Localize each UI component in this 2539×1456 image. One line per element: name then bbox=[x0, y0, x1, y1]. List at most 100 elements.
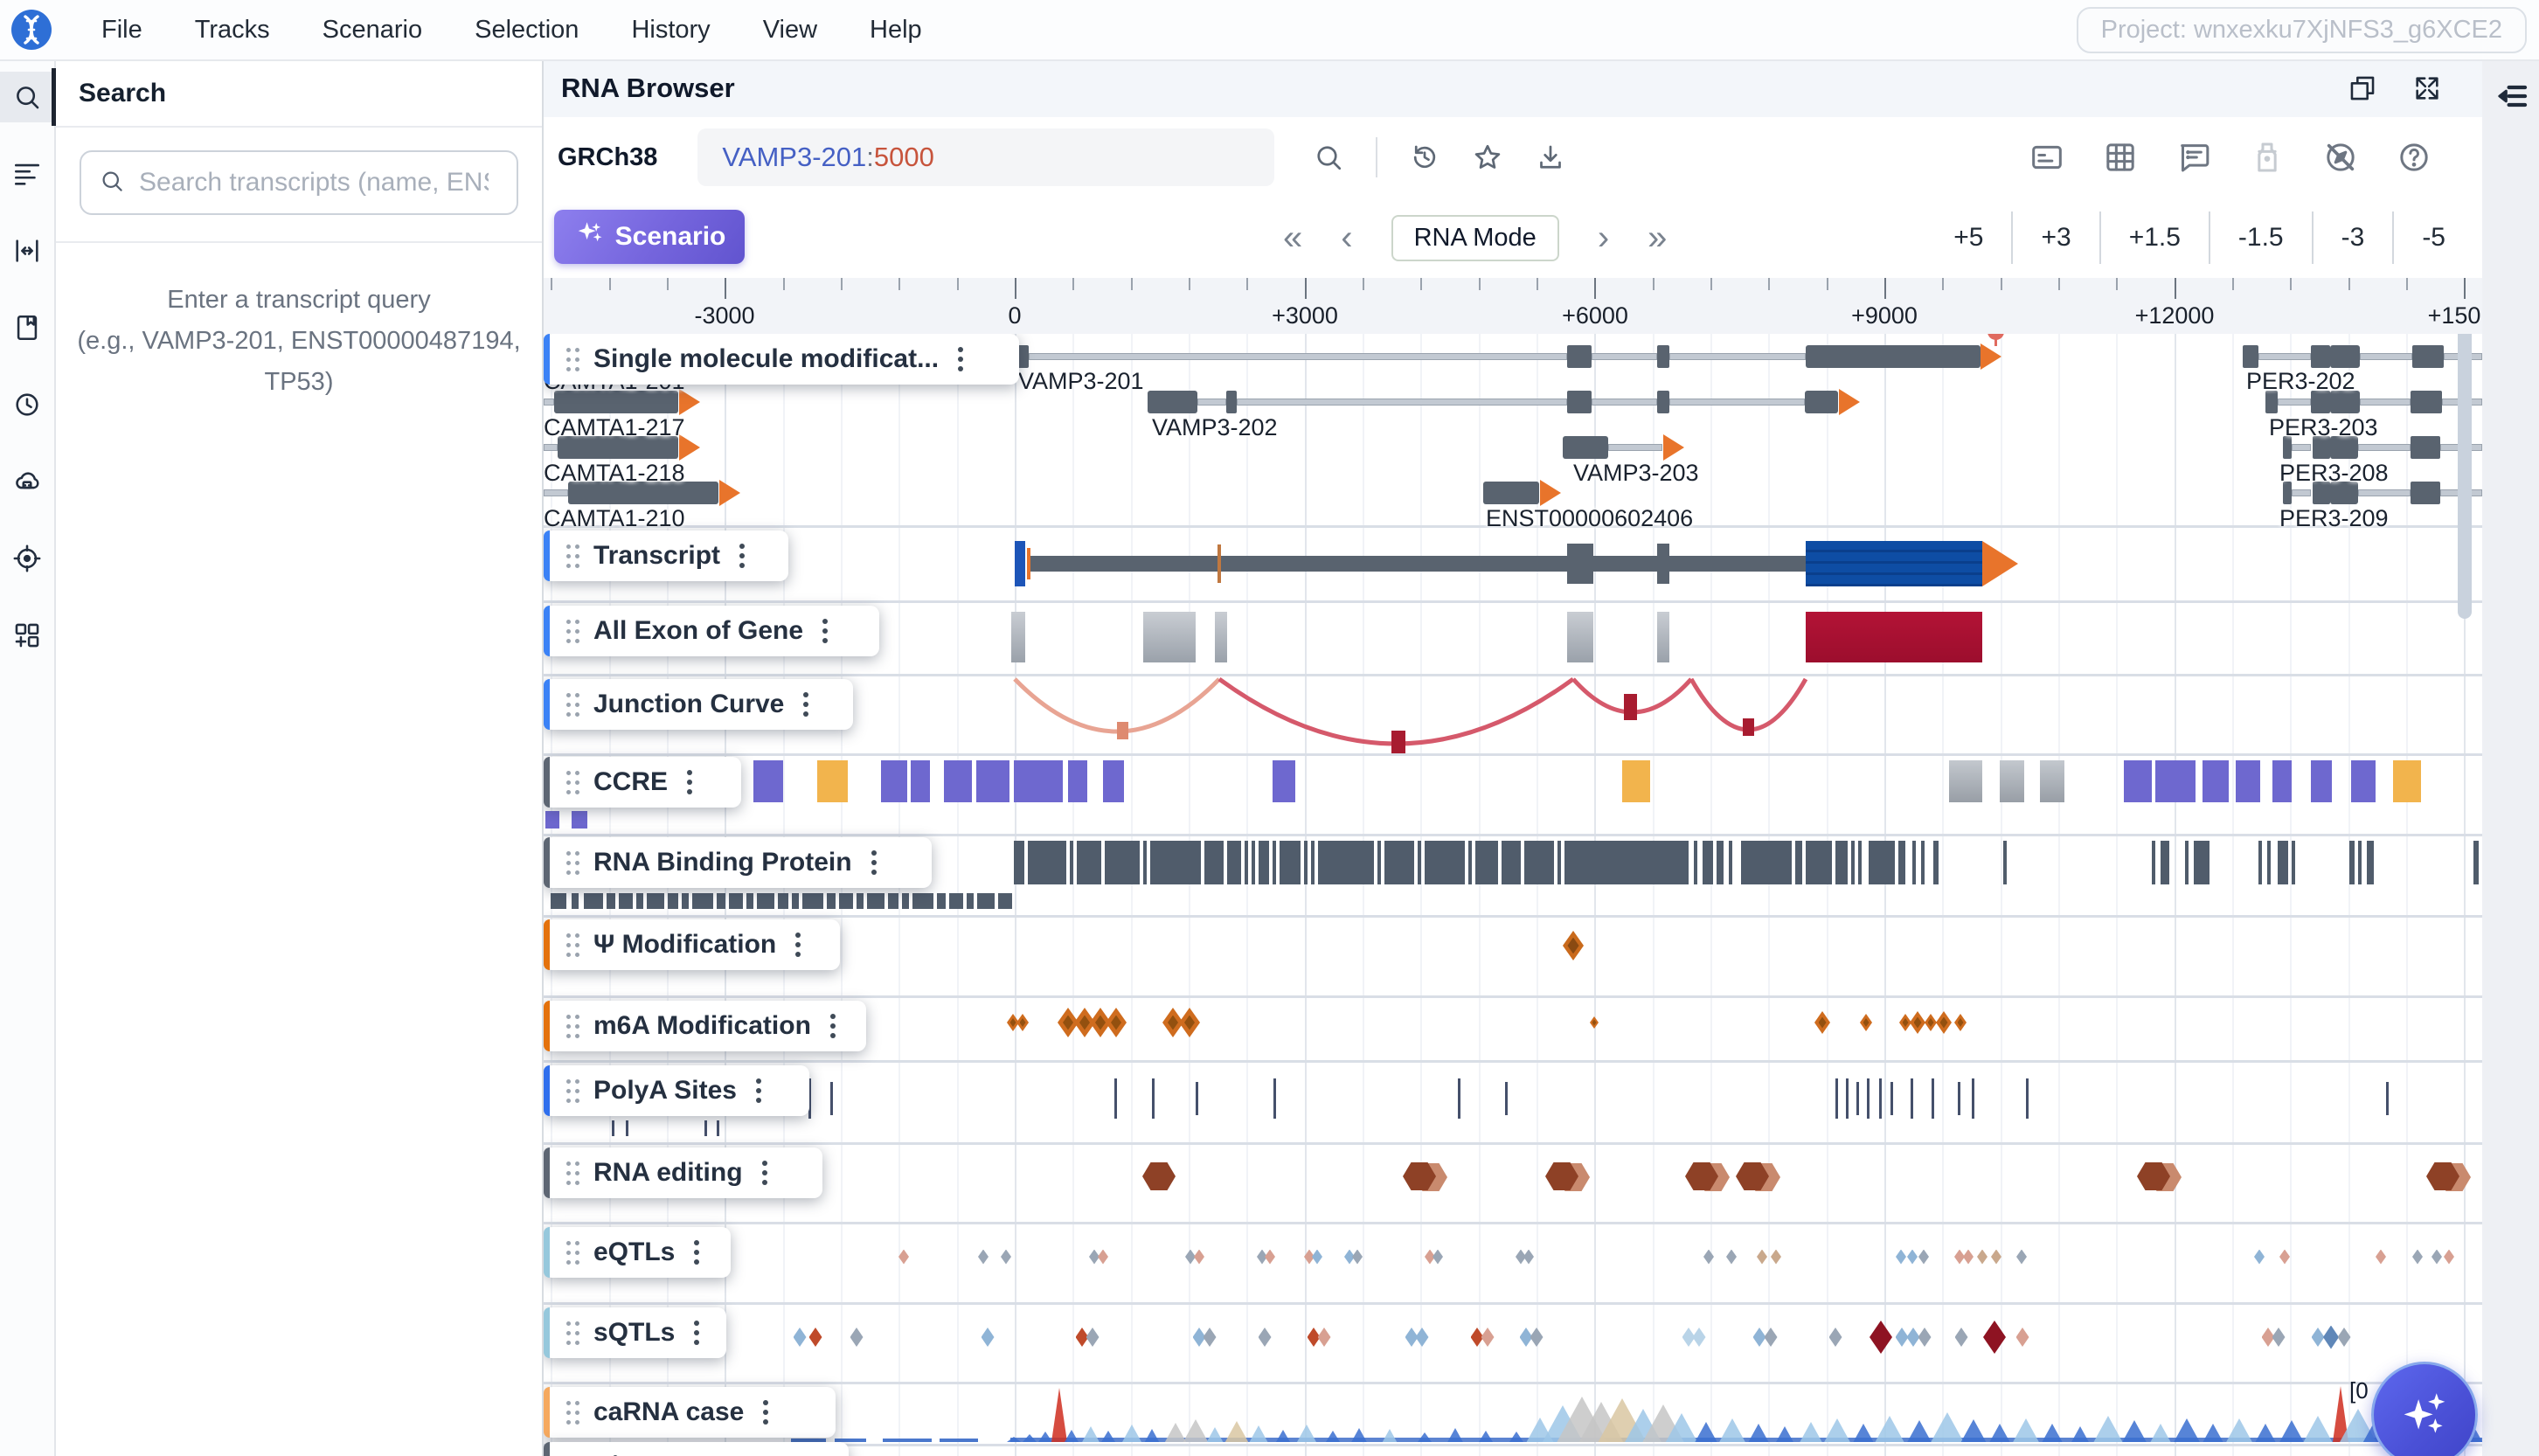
track-menu-icon[interactable] bbox=[687, 770, 693, 794]
menu-item-tracks[interactable]: Tracks bbox=[194, 16, 270, 44]
last-button[interactable]: » bbox=[1648, 218, 1668, 257]
drag-handle-icon[interactable] bbox=[566, 1014, 581, 1038]
ruler-tick bbox=[2174, 278, 2176, 299]
track-menu-icon[interactable] bbox=[761, 1161, 767, 1185]
menu-item-view[interactable]: View bbox=[762, 16, 818, 44]
tracks-viewport[interactable]: CAMTA1-201VAMP3-201PER3-202CAMTA1-217VAM… bbox=[544, 334, 2482, 1456]
duplicate-window-icon[interactable] bbox=[2348, 73, 2377, 103]
zoom-button--1.5[interactable]: -1.5 bbox=[2237, 223, 2284, 252]
transcript-search-box[interactable] bbox=[80, 150, 518, 215]
track-card-transcript[interactable]: Transcript bbox=[544, 530, 788, 581]
menu-item-selection[interactable]: Selection bbox=[475, 16, 579, 44]
track-menu-icon[interactable] bbox=[958, 347, 964, 371]
download-icon[interactable] bbox=[1535, 142, 1566, 173]
drag-handle-icon[interactable] bbox=[566, 1240, 581, 1265]
track-card-carna[interactable]: caRNA case bbox=[544, 1387, 836, 1438]
drag-handle-icon[interactable] bbox=[566, 692, 581, 717]
track-card-smm[interactable]: Single molecule modificat... bbox=[544, 334, 1019, 385]
card-view-icon[interactable] bbox=[2029, 140, 2064, 175]
track-menu-icon[interactable] bbox=[829, 1014, 836, 1038]
track-menu-icon[interactable] bbox=[694, 1321, 700, 1345]
track-menu-icon[interactable] bbox=[871, 850, 877, 875]
m6a-site-core bbox=[1063, 1015, 1073, 1030]
rail-item-history[interactable] bbox=[0, 379, 54, 430]
locus-query-input[interactable]: VAMP3-201:5000 bbox=[697, 128, 1275, 186]
track-card-eqtl[interactable]: eQTLs bbox=[544, 1227, 731, 1278]
track-card-polya[interactable]: PolyA Sites bbox=[544, 1065, 809, 1116]
ccre-element bbox=[572, 811, 587, 829]
rail-item-bookmark[interactable] bbox=[0, 302, 54, 353]
zoom-button-+3[interactable]: +3 bbox=[2041, 223, 2071, 252]
hint-line: Enter a transcript query bbox=[167, 286, 431, 314]
zoom-button--3[interactable]: -3 bbox=[2341, 223, 2365, 252]
annotation-comment-icon[interactable] bbox=[2176, 140, 2211, 175]
scenario-button[interactable]: Scenario bbox=[554, 210, 745, 264]
track-card-psi[interactable]: Ψ Modification bbox=[544, 919, 840, 970]
flashlight-icon[interactable] bbox=[2250, 140, 2285, 175]
track-menu-icon[interactable] bbox=[763, 1400, 769, 1425]
drag-handle-icon[interactable] bbox=[566, 347, 581, 371]
transcript-name-VAMP3-201: VAMP3-201 bbox=[1018, 368, 1144, 394]
fullscreen-icon[interactable] bbox=[2412, 73, 2442, 103]
rbp-site bbox=[998, 893, 1012, 909]
search-input[interactable] bbox=[137, 167, 490, 198]
ruler-tick bbox=[1826, 278, 1828, 290]
rbp-site bbox=[1418, 841, 1421, 884]
next-button[interactable]: › bbox=[1597, 218, 1610, 257]
menu-item-help[interactable]: Help bbox=[870, 16, 922, 44]
drag-handle-icon[interactable] bbox=[566, 1400, 581, 1425]
track-card-allexon[interactable]: All Exon of Gene bbox=[544, 606, 879, 656]
drag-handle-icon[interactable] bbox=[566, 770, 581, 794]
first-button[interactable]: « bbox=[1283, 218, 1303, 257]
menu-item-scenario[interactable]: Scenario bbox=[322, 16, 423, 44]
vertical-scrollbar-thumb[interactable] bbox=[2458, 334, 2472, 619]
zoom-button-+5[interactable]: +5 bbox=[1953, 223, 1984, 252]
drag-handle-icon[interactable] bbox=[566, 544, 581, 568]
ruler-tick bbox=[1304, 278, 1307, 299]
track-menu-icon[interactable] bbox=[739, 544, 746, 568]
polya-site bbox=[704, 1120, 707, 1136]
collapse-panel-icon[interactable] bbox=[2494, 79, 2529, 118]
rail-item-track-list[interactable] bbox=[0, 149, 54, 199]
menu-item-file[interactable]: File bbox=[101, 16, 142, 44]
track-menu-icon[interactable] bbox=[694, 1240, 700, 1265]
help-icon[interactable] bbox=[2397, 140, 2431, 175]
project-pill[interactable]: Project: wnxexku7XjNFS3_g6XCE2 bbox=[2076, 6, 2527, 53]
track-card-ccre[interactable]: CCRE bbox=[544, 757, 741, 808]
grid-view-icon[interactable] bbox=[2103, 140, 2138, 175]
drag-handle-icon[interactable] bbox=[566, 1321, 581, 1345]
track-card-next[interactable] bbox=[544, 1442, 849, 1456]
m6a-site-core bbox=[1019, 1018, 1026, 1027]
drag-handle-icon[interactable] bbox=[566, 1161, 581, 1185]
rail-item-range[interactable] bbox=[0, 225, 54, 276]
drag-handle-icon[interactable] bbox=[566, 850, 581, 875]
zoom-button-+1.5[interactable]: +1.5 bbox=[2128, 223, 2181, 252]
track-menu-icon[interactable] bbox=[795, 933, 801, 957]
rbp-site bbox=[2367, 841, 2374, 884]
drag-handle-icon[interactable] bbox=[566, 619, 581, 643]
search-icon[interactable] bbox=[1313, 142, 1344, 173]
track-menu-icon[interactable] bbox=[803, 692, 809, 717]
ai-assistant-button[interactable] bbox=[2371, 1362, 2478, 1456]
track-card-sqtl[interactable]: sQTLs bbox=[544, 1307, 726, 1358]
compass-off-icon[interactable] bbox=[2323, 140, 2358, 175]
menu-item-history[interactable]: History bbox=[631, 16, 711, 44]
track-card-junction[interactable]: Junction Curve bbox=[544, 679, 853, 730]
rail-item-cloud-data[interactable] bbox=[0, 456, 54, 507]
rail-item-search[interactable] bbox=[0, 68, 56, 126]
zoom-button--5[interactable]: -5 bbox=[2422, 223, 2445, 252]
rail-item-scenario-grid[interactable] bbox=[0, 610, 54, 661]
favorite-star-icon[interactable] bbox=[1472, 142, 1503, 173]
drag-handle-icon[interactable] bbox=[566, 1078, 581, 1103]
drag-handle-icon[interactable] bbox=[566, 933, 581, 957]
mode-selector[interactable]: RNA Mode bbox=[1391, 214, 1559, 261]
track-menu-icon[interactable] bbox=[822, 619, 829, 643]
ccre-element bbox=[753, 760, 783, 802]
track-card-rbp[interactable]: RNA Binding Protein bbox=[544, 837, 932, 888]
history-restore-icon[interactable] bbox=[1409, 142, 1440, 173]
track-menu-icon[interactable] bbox=[755, 1078, 761, 1103]
prev-button[interactable]: ‹ bbox=[1341, 218, 1353, 257]
rail-item-locate[interactable] bbox=[0, 533, 54, 584]
track-card-editing[interactable]: RNA editing bbox=[544, 1147, 822, 1198]
track-card-m6a[interactable]: m6A Modification bbox=[544, 1001, 866, 1051]
